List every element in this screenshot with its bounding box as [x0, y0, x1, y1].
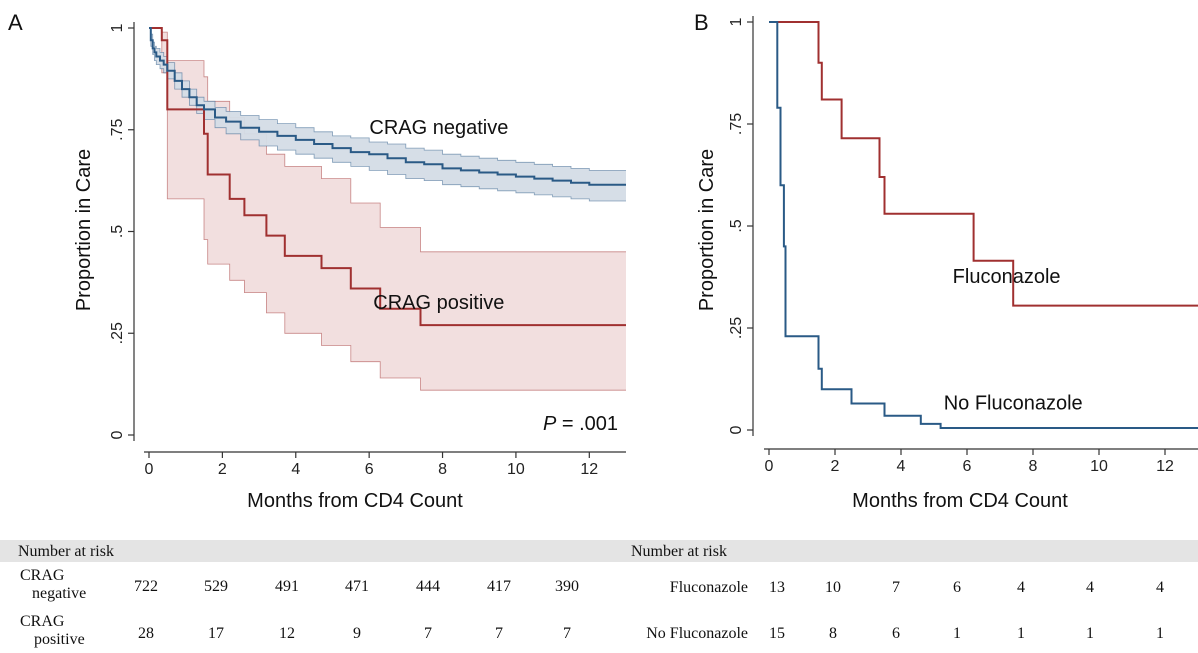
y-tick-label: .75: [109, 119, 126, 141]
p-value-text: = .001: [556, 413, 618, 435]
risk-a-count: 12: [279, 625, 295, 642]
risk-a-count: 471: [345, 578, 369, 595]
y-tick-label: 1: [728, 17, 745, 26]
risk-b-row-1-label: No Fluconazole: [646, 625, 748, 642]
risk-a-count: 17: [208, 625, 224, 642]
chart-b-survival-lines: [769, 21, 1198, 429]
risk-a-count: 7: [563, 625, 571, 642]
chart-b-x-axis-title: Months from CD4 Count: [852, 490, 1068, 512]
x-tick-label: 8: [438, 461, 447, 478]
x-tick-label: 4: [897, 458, 906, 475]
risk-b-header: Number at risk: [631, 543, 727, 560]
series-crag-negative-ci-upper: [149, 27, 626, 171]
risk-a-header: Number at risk: [18, 543, 114, 560]
x-tick-label: 4: [291, 461, 300, 478]
y-tick-label: .5: [728, 219, 745, 232]
y-tick-label: .5: [109, 225, 126, 238]
chart-a-x-axis-title: Months from CD4 Count: [247, 490, 463, 512]
risk-a-row-1-label-line1: CRAG: [20, 613, 65, 630]
risk-b-count: 13: [769, 579, 785, 596]
risk-a-count: 28: [138, 625, 154, 642]
x-tick-label: 2: [831, 458, 840, 475]
risk-a-count: 722: [134, 578, 158, 595]
chart-b-ticks: 0 2 4 6 8 10 12 0 .25 .5 .75 1: [728, 17, 1174, 475]
p-value-symbol: P: [543, 413, 557, 435]
series-crag-negative-line: [149, 27, 626, 186]
x-tick-label: 10: [507, 461, 525, 478]
risk-a-count: 7: [495, 625, 503, 642]
risk-b-count: 6: [953, 579, 961, 596]
y-tick-label: .25: [728, 317, 745, 339]
chart-b: 0 2 4 6 8 10 12 0 .25 .5 .75 1 Months from CD4 Coun…: [696, 16, 1198, 512]
series-crag-positive-ci-lower: [149, 27, 626, 391]
risk-b-count: 1: [1156, 625, 1164, 642]
chart-b-annotation-no-fluconazole: No Fluconazole: [944, 393, 1083, 415]
x-tick-label: 0: [765, 458, 774, 475]
risk-b-count: 15: [769, 625, 785, 642]
risk-b-count: 8: [829, 625, 837, 642]
risk-table-header-bar: [0, 540, 1198, 562]
chart-a-annotation-crag-negative: CRAG negative: [369, 117, 508, 139]
chart-a-annotation-crag-positive: CRAG positive: [373, 292, 504, 314]
risk-b-row-0-label: Fluconazole: [670, 579, 748, 596]
chart-b-axes: [752, 16, 1198, 450]
risk-b-count: 7: [892, 579, 900, 596]
chart-a-confidence-bands: [149, 27, 626, 391]
risk-b-count: 10: [825, 579, 841, 596]
panel-b-letter: B: [694, 10, 709, 35]
series-crag-positive-line: [149, 27, 626, 327]
y-tick-label: 0: [109, 430, 126, 439]
y-tick-label: .75: [728, 113, 745, 135]
x-tick-label: 0: [145, 461, 154, 478]
risk-a-count: 444: [416, 578, 440, 595]
risk-b-count: 1: [1086, 625, 1094, 642]
x-tick-label: 2: [218, 461, 227, 478]
risk-b-count: 1: [1017, 625, 1025, 642]
panel-a-letter: A: [8, 10, 23, 35]
chart-b-annotation-fluconazole: Fluconazole: [953, 266, 1061, 288]
series-fluconazole-line: [769, 21, 1198, 307]
risk-b-count: 4: [1156, 579, 1164, 596]
x-tick-label: 6: [963, 458, 972, 475]
risk-a-count: 7: [424, 625, 432, 642]
chart-a-survival-lines: [149, 27, 626, 327]
risk-a-row-0-label-line1: CRAG: [20, 567, 65, 584]
risk-b-count: 1: [953, 625, 961, 642]
risk-b-count: 4: [1017, 579, 1025, 596]
series-no-fluconazole-line: [769, 21, 1198, 429]
risk-a-row-0-label-line2: negative: [32, 585, 86, 602]
x-tick-label: 12: [1156, 458, 1174, 475]
x-tick-label: 10: [1090, 458, 1108, 475]
risk-a-count: 491: [275, 578, 299, 595]
y-tick-label: 0: [728, 425, 745, 434]
y-tick-label: .25: [109, 322, 126, 344]
risk-a-row-1-label-line2: positive: [34, 631, 85, 648]
risk-table: Number at risk Number at risk CRAG negat…: [0, 540, 1198, 648]
chart-a-y-axis-title: Proportion in Care: [73, 149, 95, 311]
x-tick-label: 8: [1029, 458, 1038, 475]
risk-a-count: 390: [555, 578, 579, 595]
risk-b-count: 4: [1086, 579, 1094, 596]
risk-b-count: 6: [892, 625, 900, 642]
risk-a-count: 9: [353, 625, 361, 642]
x-tick-label: 12: [580, 461, 598, 478]
series-crag-negative-ci-lower: [149, 27, 626, 202]
y-tick-label: 1: [109, 23, 126, 32]
x-tick-label: 6: [365, 461, 374, 478]
risk-a-count: 417: [487, 578, 511, 595]
chart-a-ticks: 0 2 4 6 8 10 12 0 .25 .5 .75 1: [109, 23, 598, 478]
series-crag-positive-ci-band: [149, 28, 626, 391]
chart-a-p-value: P = .001: [543, 413, 618, 435]
chart-b-y-axis-title: Proportion in Care: [696, 149, 718, 311]
risk-a-count: 529: [204, 578, 228, 595]
chart-a: 0 2 4 6 8 10 12 0 .25 .5 .75 1 Months from CD4 Coun…: [73, 22, 626, 512]
